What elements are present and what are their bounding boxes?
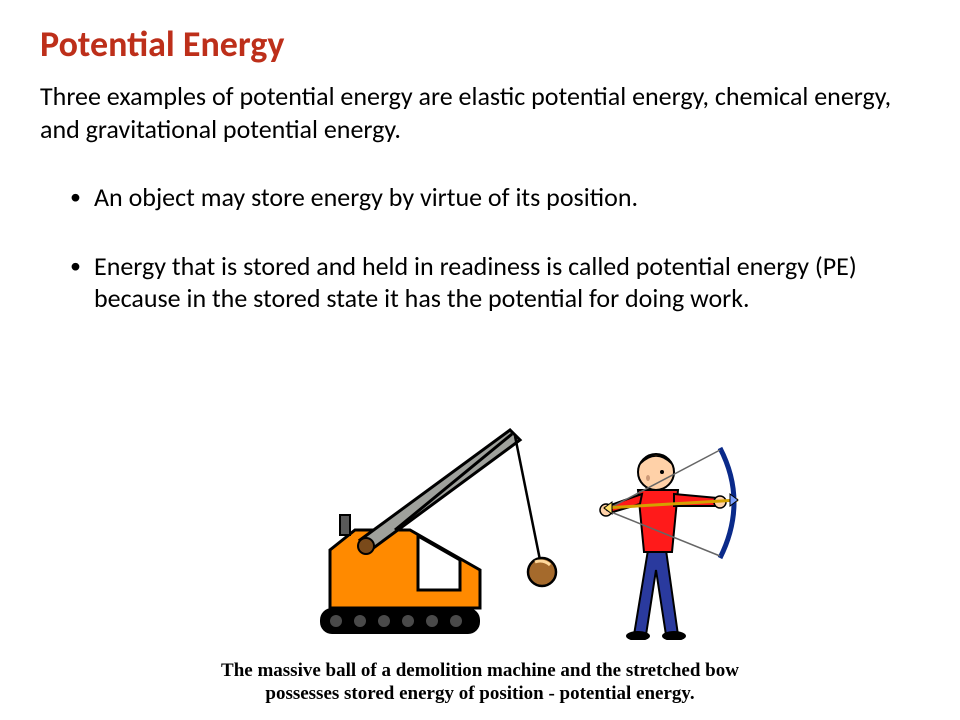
illustration — [310, 420, 750, 640]
bullet-item: Energy that is stored and held in readin… — [70, 250, 920, 315]
archer-icon — [600, 448, 738, 640]
illustration-caption: The massive ball of a demolition machine… — [0, 659, 960, 707]
page-title: Potential Energy — [40, 22, 920, 66]
crane-icon — [320, 430, 556, 634]
caption-line: possesses stored energy of position - po… — [265, 683, 694, 704]
bullet-item: An object may store energy by virtue of … — [70, 181, 920, 214]
bullet-list: An object may store energy by virtue of … — [40, 181, 920, 315]
caption-line: The massive ball of a demolition machine… — [221, 660, 739, 681]
intro-paragraph: Three examples of potential energy are e… — [40, 80, 920, 145]
